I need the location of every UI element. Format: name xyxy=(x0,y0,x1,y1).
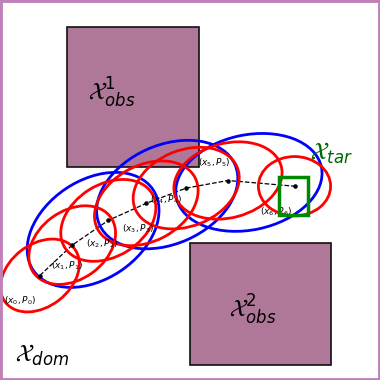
Text: $\mathcal{X}^2_{obs}$: $\mathcal{X}^2_{obs}$ xyxy=(229,293,276,327)
Text: $(x_0, P_0)$: $(x_0, P_0)$ xyxy=(4,294,36,307)
Text: $(x_1, P_1)$: $(x_1, P_1)$ xyxy=(51,259,84,272)
Text: $(x_2, P_2)$: $(x_2, P_2)$ xyxy=(86,238,118,250)
Text: $(x_3, P_3)$: $(x_3, P_3)$ xyxy=(122,222,154,235)
Bar xyxy=(190,243,331,365)
Bar xyxy=(279,177,308,215)
Text: $\mathcal{X}^1_{obs}$: $\mathcal{X}^1_{obs}$ xyxy=(89,76,136,110)
Text: $\mathcal{X}_{dom}$: $\mathcal{X}_{dom}$ xyxy=(15,343,70,368)
Text: $(x_4, P_4)$: $(x_4, P_4)$ xyxy=(150,193,182,206)
Text: $(x_6, P_6)$: $(x_6, P_6)$ xyxy=(260,206,293,218)
Text: $\mathcal{X}_{tar}$: $\mathcal{X}_{tar}$ xyxy=(310,141,353,166)
Text: $(x_5, P_5)$: $(x_5, P_5)$ xyxy=(198,157,230,169)
Bar xyxy=(66,27,200,167)
